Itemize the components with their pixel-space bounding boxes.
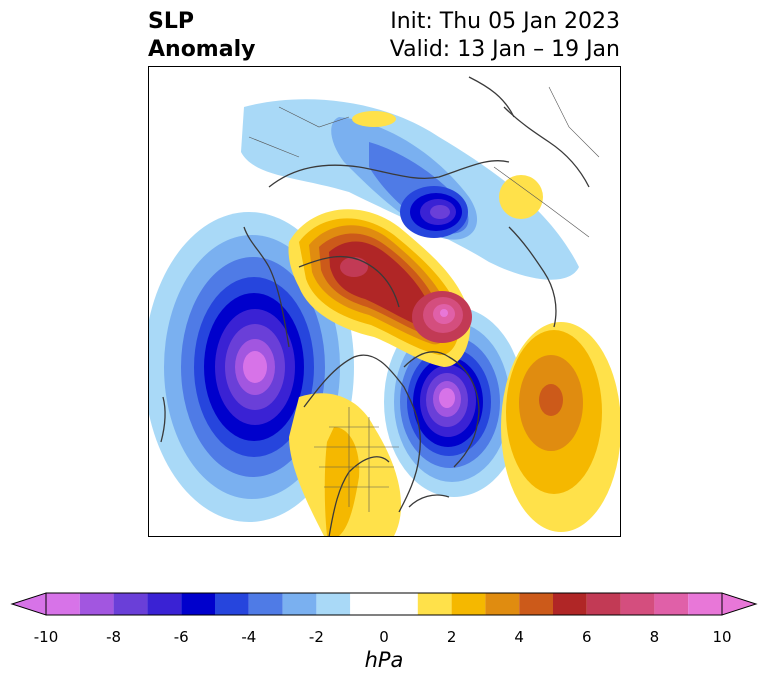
colorbar-extend-high: [721, 592, 758, 616]
title-type: Anomaly: [148, 37, 256, 62]
colorbar: [10, 592, 758, 616]
coastlines: [160, 76, 590, 536]
colorbar-bin: [79, 593, 114, 615]
colorbar-tick-label: 2: [446, 628, 457, 646]
map-title: SLP Anomaly: [148, 8, 255, 64]
title-variable: SLP: [148, 9, 194, 34]
colorbar-bin: [485, 593, 520, 615]
colorbar-bin: [451, 593, 486, 615]
colorbar-bin: [519, 593, 553, 615]
colorbar-tick-label: -2: [308, 628, 324, 646]
colorbar-bin: [417, 593, 452, 615]
colorbar-bin: [248, 593, 283, 615]
colorbar-tick-label: -10: [33, 628, 59, 646]
atlantic-low: [384, 307, 524, 497]
us-high: [289, 393, 402, 536]
borders: [248, 86, 600, 512]
russia-low: [241, 99, 579, 280]
colorbar-tick-label: -6: [173, 628, 189, 646]
colorbar-bin: [181, 593, 215, 615]
colorbar-tick-label: 6: [582, 628, 592, 646]
colorbar-bin: [688, 593, 722, 615]
colorbar-bin: [147, 593, 182, 615]
colorbar-bin: [46, 593, 80, 615]
colorbar-bin: [215, 593, 249, 615]
colorbar-units: hPa: [364, 648, 404, 672]
colorbar-bin: [350, 593, 418, 615]
init-date: Init: Thu 05 Jan 2023: [390, 9, 620, 34]
colorbar-bin: [586, 593, 621, 615]
central-atlantic-high: [501, 322, 620, 532]
colorbar-bin: [113, 593, 148, 615]
map-canvas: [149, 76, 620, 536]
colorbar-bin: [620, 593, 655, 615]
colorbar-tick-label: 0: [379, 628, 389, 646]
arctic-high: [288, 209, 472, 367]
valid-range: Valid: 13 Jan – 19 Jan: [389, 37, 620, 62]
colorbar-tick-label: 10: [712, 628, 732, 646]
small-high: [499, 175, 543, 219]
colorbar-bin: [654, 593, 689, 615]
colorbar-bin: [282, 593, 317, 615]
anomaly-map: [148, 66, 621, 537]
colorbar-tick-label: 4: [514, 628, 524, 646]
colorbar-tick-label: -4: [241, 628, 257, 646]
colorbar-tick-label: -8: [106, 628, 122, 646]
colorbar-extend-low: [10, 592, 47, 616]
colorbar-bin: [553, 593, 587, 615]
colorbar-tick-label: 8: [649, 628, 660, 646]
colorbar-bin: [316, 593, 351, 615]
map-dates: Init: Thu 05 Jan 2023 Valid: 13 Jan – 19…: [390, 8, 620, 64]
small-high-north: [352, 111, 396, 127]
